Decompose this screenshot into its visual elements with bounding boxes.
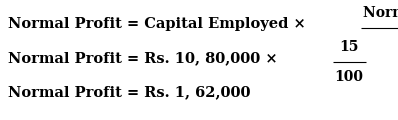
Text: Normal Profit = Capital Employed ×: Normal Profit = Capital Employed × (8, 17, 311, 31)
Text: Normal Profit = Rs. 10, 80,000 ×: Normal Profit = Rs. 10, 80,000 × (8, 51, 283, 65)
Text: Normal Rate of Return: Normal Rate of Return (363, 6, 398, 20)
Text: Normal Profit = Rs. 1, 62,000: Normal Profit = Rs. 1, 62,000 (8, 85, 250, 99)
Text: 15: 15 (339, 40, 359, 54)
Text: 100: 100 (335, 70, 364, 84)
